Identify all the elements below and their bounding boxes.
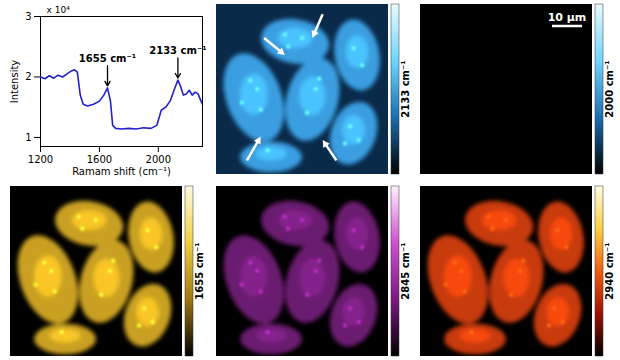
- svg-text:2000: 2000: [146, 154, 171, 165]
- svg-text:2000 cm⁻¹: 2000 cm⁻¹: [604, 60, 615, 117]
- svg-text:3: 3: [25, 11, 31, 22]
- svg-text:1655 cm⁻¹: 1655 cm⁻¹: [194, 242, 205, 299]
- svg-text:2133 cm⁻¹: 2133 cm⁻¹: [400, 60, 411, 117]
- svg-text:10 μm: 10 μm: [548, 11, 587, 24]
- svg-text:1655 cm⁻¹: 1655 cm⁻¹: [79, 53, 136, 64]
- svg-text:2845 cm⁻¹: 2845 cm⁻¹: [400, 242, 411, 299]
- svg-text:1200: 1200: [28, 154, 53, 165]
- svg-text:Ramam shift (cm⁻¹): Ramam shift (cm⁻¹): [72, 166, 171, 177]
- svg-text:2: 2: [25, 71, 31, 82]
- svg-text:x 10⁴: x 10⁴: [47, 5, 71, 15]
- svg-text:1: 1: [25, 132, 31, 143]
- svg-text:Intensity: Intensity: [9, 60, 20, 104]
- svg-text:2133 cm⁻¹: 2133 cm⁻¹: [149, 45, 206, 56]
- svg-text:1600: 1600: [87, 154, 112, 165]
- svg-text:2940 cm⁻¹: 2940 cm⁻¹: [604, 242, 615, 299]
